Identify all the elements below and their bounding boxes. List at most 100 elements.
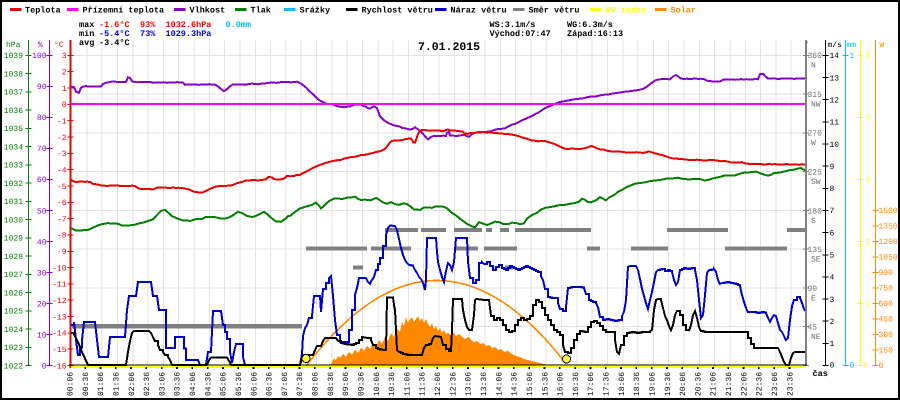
svg-text:-2: -2 bbox=[57, 134, 67, 143]
svg-text:22:36: 22:36 bbox=[756, 372, 765, 396]
svg-text:1035: 1035 bbox=[4, 125, 23, 134]
svg-text:čas: čas bbox=[813, 369, 828, 379]
svg-text:1029.3hPa: 1029.3hPa bbox=[166, 29, 212, 39]
svg-text:1036: 1036 bbox=[4, 107, 23, 116]
svg-text:22:06: 22:06 bbox=[740, 372, 749, 396]
svg-text:05:36: 05:36 bbox=[235, 372, 244, 396]
svg-text:mm: mm bbox=[847, 41, 857, 50]
svg-text:09:36: 09:36 bbox=[358, 372, 367, 396]
svg-text:1: 1 bbox=[850, 52, 855, 61]
svg-text:23:36: 23:36 bbox=[786, 372, 795, 396]
svg-text:1025: 1025 bbox=[4, 308, 23, 317]
svg-text:07:36: 07:36 bbox=[296, 372, 305, 396]
svg-text:%: % bbox=[38, 41, 43, 50]
svg-text:1200: 1200 bbox=[879, 238, 898, 247]
svg-text:1350: 1350 bbox=[879, 223, 898, 232]
svg-text:270: 270 bbox=[808, 130, 823, 139]
svg-text:WS:3.1m/s: WS:3.1m/s bbox=[490, 20, 536, 30]
svg-text:-5: -5 bbox=[57, 183, 67, 192]
svg-text:1032: 1032 bbox=[4, 180, 23, 189]
svg-text:17:36: 17:36 bbox=[603, 372, 612, 396]
svg-text:-4: -4 bbox=[57, 166, 67, 175]
svg-text:1024: 1024 bbox=[4, 326, 23, 335]
svg-text:600: 600 bbox=[879, 300, 894, 309]
svg-text:m/s: m/s bbox=[828, 41, 843, 50]
svg-text:09:06: 09:06 bbox=[342, 372, 351, 396]
svg-text:-1: -1 bbox=[57, 118, 67, 127]
svg-text:SE: SE bbox=[811, 256, 821, 265]
svg-text:1029: 1029 bbox=[4, 235, 23, 244]
svg-text:10:06: 10:06 bbox=[373, 372, 382, 396]
svg-text:-12: -12 bbox=[52, 297, 67, 306]
svg-text:5: 5 bbox=[866, 52, 871, 61]
svg-text:07:06: 07:06 bbox=[281, 372, 290, 396]
svg-text:-9: -9 bbox=[57, 248, 67, 257]
svg-text:Přízemní teplota: Přízemní teplota bbox=[83, 6, 165, 16]
svg-text:1033: 1033 bbox=[4, 162, 23, 171]
svg-text:NE: NE bbox=[811, 333, 821, 342]
svg-text:18:06: 18:06 bbox=[618, 372, 627, 396]
svg-text:100: 100 bbox=[32, 52, 47, 61]
svg-text:W: W bbox=[811, 139, 816, 148]
svg-text:135: 135 bbox=[808, 246, 823, 255]
svg-text:11: 11 bbox=[830, 119, 840, 128]
svg-text:300: 300 bbox=[879, 331, 894, 340]
svg-text:23:06: 23:06 bbox=[771, 372, 780, 396]
svg-text:NW: NW bbox=[811, 101, 821, 110]
svg-text:8: 8 bbox=[830, 185, 835, 194]
svg-text:1: 1 bbox=[866, 300, 871, 309]
svg-text:80: 80 bbox=[37, 114, 47, 123]
svg-text:1037: 1037 bbox=[4, 89, 23, 98]
svg-text:40: 40 bbox=[37, 238, 47, 247]
svg-text:450: 450 bbox=[879, 316, 894, 325]
svg-text:02:36: 02:36 bbox=[143, 372, 152, 396]
svg-text:14:06: 14:06 bbox=[495, 372, 504, 396]
svg-text:4: 4 bbox=[830, 274, 835, 283]
svg-text:2: 2 bbox=[830, 318, 835, 327]
svg-text:min: min bbox=[79, 29, 94, 39]
svg-text:10: 10 bbox=[37, 331, 47, 340]
svg-text:03:36: 03:36 bbox=[174, 372, 183, 396]
svg-text:00:06: 00:06 bbox=[67, 372, 76, 396]
svg-text:-5.4°C: -5.4°C bbox=[99, 29, 130, 39]
svg-text:0: 0 bbox=[864, 362, 869, 371]
svg-text:Srážky: Srážky bbox=[300, 6, 331, 16]
svg-text:150: 150 bbox=[879, 347, 894, 356]
svg-text:20:36: 20:36 bbox=[694, 372, 703, 396]
svg-text:21:06: 21:06 bbox=[710, 372, 719, 396]
svg-text:-3: -3 bbox=[57, 150, 67, 159]
svg-text:hPa: hPa bbox=[6, 41, 21, 50]
svg-text:45: 45 bbox=[808, 324, 818, 333]
svg-text:-7: -7 bbox=[57, 215, 67, 224]
svg-text:21:36: 21:36 bbox=[725, 372, 734, 396]
svg-text:93%: 93% bbox=[140, 20, 156, 30]
svg-text:14:36: 14:36 bbox=[511, 372, 520, 396]
svg-text:17:06: 17:06 bbox=[587, 372, 596, 396]
svg-text:-3.4°C: -3.4°C bbox=[99, 38, 130, 48]
svg-text:19:06: 19:06 bbox=[648, 372, 657, 396]
svg-text:30: 30 bbox=[37, 269, 47, 278]
svg-text:11:06: 11:06 bbox=[403, 372, 412, 396]
svg-text:°: ° bbox=[805, 41, 810, 50]
svg-text:1: 1 bbox=[62, 85, 67, 94]
svg-text:1027: 1027 bbox=[4, 271, 23, 280]
svg-text:05:06: 05:06 bbox=[220, 372, 229, 396]
svg-text:1: 1 bbox=[830, 340, 835, 349]
svg-text:20:06: 20:06 bbox=[679, 372, 688, 396]
svg-text:10: 10 bbox=[830, 141, 840, 150]
svg-text:7: 7 bbox=[830, 207, 835, 216]
svg-text:W: W bbox=[880, 41, 885, 50]
svg-text:03:06: 03:06 bbox=[158, 372, 167, 396]
svg-text:3: 3 bbox=[62, 52, 67, 61]
svg-text:0: 0 bbox=[850, 362, 855, 371]
svg-text:0: 0 bbox=[42, 362, 47, 371]
svg-text:max: max bbox=[79, 20, 94, 30]
svg-text:Tlak: Tlak bbox=[251, 6, 271, 16]
svg-text:02:06: 02:06 bbox=[128, 372, 137, 396]
svg-text:18:36: 18:36 bbox=[633, 372, 642, 396]
svg-text:01:36: 01:36 bbox=[112, 372, 121, 396]
svg-text:1026: 1026 bbox=[4, 289, 23, 298]
svg-text:1031: 1031 bbox=[4, 198, 23, 207]
svg-text:1032.6hPa: 1032.6hPa bbox=[166, 20, 212, 30]
svg-text:1030: 1030 bbox=[4, 216, 23, 225]
